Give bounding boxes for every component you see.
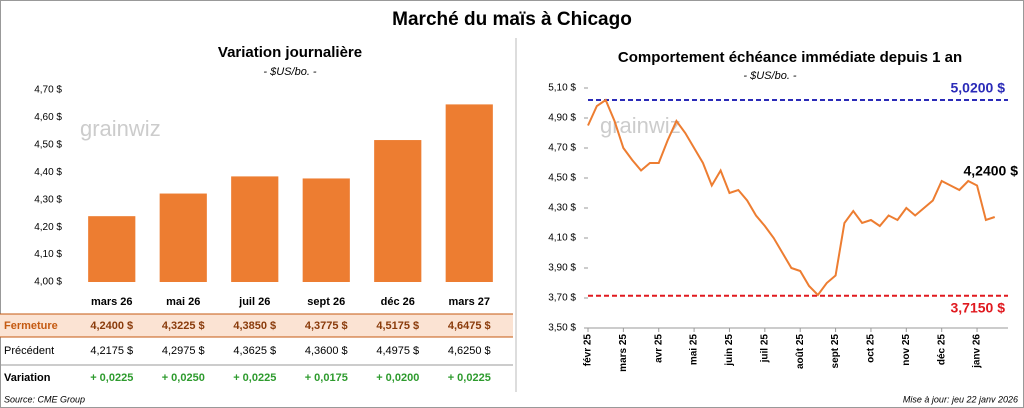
y-tick-label: 4,50 $ bbox=[548, 173, 576, 184]
x-tick-label: mars 27 bbox=[448, 296, 490, 308]
chart-subtitle: - $US/bo. - bbox=[263, 66, 317, 78]
y-tick-label: 4,00 $ bbox=[34, 277, 62, 288]
close-value: 4,3850 $ bbox=[233, 320, 276, 332]
x-tick-label: mai 26 bbox=[166, 296, 200, 308]
y-tick-label: 3,90 $ bbox=[548, 263, 576, 274]
row-label: Variation bbox=[4, 372, 51, 384]
x-tick-label: juil 25 bbox=[759, 334, 770, 364]
watermark: grainwiz bbox=[80, 116, 161, 141]
x-tick-label: mai 25 bbox=[689, 334, 700, 366]
source: Source: CME Group bbox=[4, 394, 85, 404]
y-tick-label: 4,10 $ bbox=[34, 249, 62, 260]
close-value: 4,2400 $ bbox=[90, 320, 133, 332]
previous-value: 4,2175 $ bbox=[90, 345, 133, 357]
x-tick-label: févr 25 bbox=[583, 334, 594, 367]
x-tick-label: août 25 bbox=[795, 334, 806, 369]
previous-value: 4,2975 $ bbox=[162, 345, 205, 357]
y-tick-label: 4,60 $ bbox=[34, 112, 62, 123]
change-value: + 0,0225 bbox=[448, 372, 491, 384]
y-tick-label: 4,10 $ bbox=[548, 233, 576, 244]
y-tick-label: 4,70 $ bbox=[34, 85, 62, 96]
y-tick-label: 4,30 $ bbox=[548, 203, 576, 214]
row-label: Fermeture bbox=[4, 320, 58, 332]
change-value: + 0,0200 bbox=[376, 372, 419, 384]
reference-label: 5,0200 $ bbox=[951, 80, 1006, 96]
y-tick-label: 4,50 $ bbox=[34, 139, 62, 150]
y-tick-label: 3,70 $ bbox=[548, 293, 576, 304]
x-tick-label: déc 26 bbox=[381, 296, 415, 308]
previous-value: 4,6250 $ bbox=[448, 345, 491, 357]
close-value: 4,3775 $ bbox=[305, 320, 348, 332]
updated: Mise à jour: jeu 22 janv 2026 bbox=[903, 394, 1018, 404]
x-tick-label: sept 25 bbox=[830, 334, 841, 369]
bar bbox=[88, 216, 136, 282]
x-tick-label: oct 25 bbox=[866, 334, 877, 363]
x-tick-label: janv 26 bbox=[972, 334, 983, 369]
x-tick-label: mars 25 bbox=[618, 334, 629, 372]
x-tick-label: déc 25 bbox=[936, 334, 947, 366]
x-tick-label: juil 26 bbox=[238, 296, 270, 308]
bar bbox=[231, 176, 279, 282]
row-label: Précédent bbox=[4, 345, 54, 357]
close-value: 4,6475 $ bbox=[448, 320, 491, 332]
chart-title: Comportement échéance immédiate depuis 1… bbox=[618, 49, 962, 66]
y-tick-label: 4,20 $ bbox=[34, 222, 62, 233]
close-row-band bbox=[0, 314, 513, 337]
bar bbox=[374, 140, 422, 282]
change-value: + 0,0250 bbox=[162, 372, 205, 384]
bar bbox=[445, 104, 493, 283]
x-tick-label: sept 26 bbox=[307, 296, 345, 308]
y-tick-label: 4,40 $ bbox=[34, 167, 62, 178]
bar bbox=[159, 193, 207, 282]
y-tick-label: 3,50 $ bbox=[548, 323, 576, 334]
change-value: + 0,0225 bbox=[233, 372, 276, 384]
change-value: + 0,0225 bbox=[90, 372, 133, 384]
y-tick-label: 4,30 $ bbox=[34, 194, 62, 205]
y-tick-label: 4,90 $ bbox=[548, 113, 576, 124]
close-value: 4,3225 $ bbox=[162, 320, 205, 332]
previous-value: 4,4975 $ bbox=[376, 345, 419, 357]
annotation: 4,2400 $ bbox=[964, 163, 1019, 179]
x-tick-label: mars 26 bbox=[91, 296, 133, 308]
bar bbox=[302, 178, 350, 282]
y-tick-label: 5,10 $ bbox=[548, 83, 576, 94]
page-title: Marché du maïs à Chicago bbox=[392, 9, 632, 30]
change-value: + 0,0175 bbox=[305, 372, 348, 384]
chart-subtitle: - $US/bo. - bbox=[743, 70, 797, 82]
x-tick-label: nov 25 bbox=[901, 334, 912, 366]
previous-value: 4,3600 $ bbox=[305, 345, 348, 357]
y-tick-label: 4,70 $ bbox=[548, 143, 576, 154]
x-tick-label: juin 25 bbox=[724, 334, 735, 367]
previous-value: 4,3625 $ bbox=[233, 345, 276, 357]
reference-label: 3,7150 $ bbox=[951, 299, 1006, 315]
close-value: 4,5175 $ bbox=[376, 320, 419, 332]
chart-title: Variation journalière bbox=[218, 44, 362, 61]
line bbox=[587, 98, 996, 297]
x-tick-label: avr 25 bbox=[653, 334, 664, 363]
